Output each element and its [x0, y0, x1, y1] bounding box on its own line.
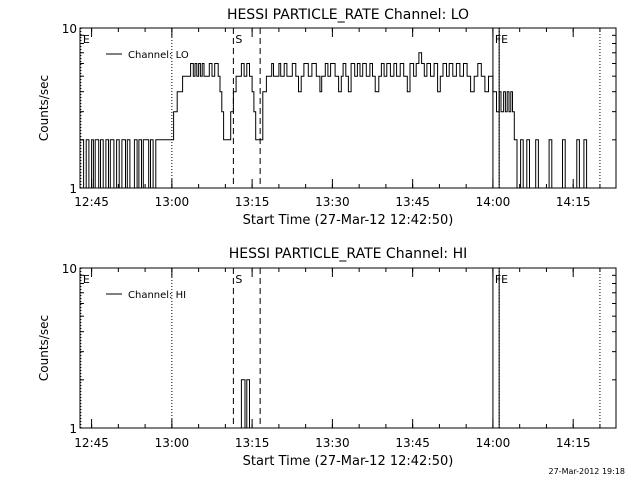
x-tick-label: 12:45 [74, 195, 109, 209]
y-axis-label: Counts/sec [37, 315, 51, 381]
x-tick-label: 14:15 [556, 436, 591, 450]
marker-label: S [235, 33, 242, 46]
marker-label: E [501, 33, 508, 46]
x-tick-label: 13:15 [235, 195, 270, 209]
x-tick-label: 13:45 [395, 436, 430, 450]
y-tick-label: 10 [62, 22, 77, 36]
marker-label: E [83, 33, 90, 46]
chart-title: HESSI PARTICLE_RATE Channel: HI [229, 246, 467, 262]
y-tick-label: 1 [69, 422, 77, 436]
x-tick-label: 13:00 [155, 195, 190, 209]
x-tick-label: 13:15 [235, 436, 270, 450]
marker-label: E [501, 273, 508, 286]
x-tick-label: 12:45 [74, 436, 109, 450]
x-tick-label: 14:00 [476, 195, 511, 209]
marker-label: S [235, 273, 242, 286]
x-tick-label: 14:15 [556, 195, 591, 209]
legend-label: Channel: LO [128, 50, 189, 61]
plot-frame [79, 27, 617, 189]
x-tick-label: 13:30 [315, 195, 350, 209]
y-tick-label: 10 [62, 262, 77, 276]
x-tick-label: 14:00 [476, 436, 511, 450]
plot-frame [79, 267, 617, 429]
x-axis-label: Start Time (27-Mar-12 12:42:50) [243, 454, 454, 469]
x-axis-label: Start Time (27-Mar-12 12:42:50) [243, 213, 454, 228]
chart-panel-hi: HESSI PARTICLE_RATE Channel: HIE S F E110Co… [37, 246, 617, 469]
legend-label: Channel: HI [128, 290, 186, 301]
series-line-channel-lo [80, 52, 591, 189]
marker-label: F [495, 33, 501, 46]
y-axis-label: Counts/sec [37, 75, 51, 141]
x-tick-label: 13:45 [395, 195, 430, 209]
x-tick-label: 13:30 [315, 436, 350, 450]
marker-label: F [495, 273, 501, 286]
y-tick-label: 1 [69, 182, 77, 196]
footer-timestamp: 27-Mar-2012 19:18 [549, 467, 626, 476]
chart-title: HESSI PARTICLE_RATE Channel: LO [227, 7, 469, 23]
x-tick-label: 13:00 [155, 436, 190, 450]
series-line-channel-hi [238, 379, 254, 429]
marker-label: E [83, 273, 90, 286]
chart-panel-lo: HESSI PARTICLE_RATE Channel: LOE S F E110Co… [37, 7, 617, 228]
